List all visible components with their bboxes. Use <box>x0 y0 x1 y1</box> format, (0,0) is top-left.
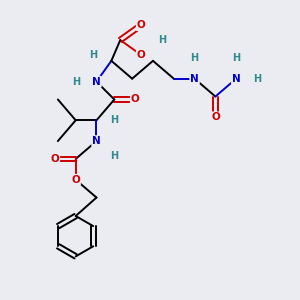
Text: O: O <box>137 50 146 60</box>
Text: N: N <box>232 74 241 84</box>
Text: H: H <box>190 53 199 63</box>
Text: O: O <box>50 154 59 164</box>
Text: O: O <box>137 20 146 30</box>
Text: O: O <box>131 94 140 104</box>
Text: O: O <box>71 175 80 185</box>
Text: N: N <box>92 136 101 146</box>
Text: H: H <box>158 35 166 45</box>
Text: H: H <box>253 74 261 84</box>
Text: H: H <box>110 115 118 125</box>
Text: H: H <box>72 76 80 87</box>
Text: O: O <box>211 112 220 122</box>
Text: H: H <box>110 151 118 161</box>
Text: N: N <box>190 74 199 84</box>
Text: H: H <box>89 50 98 60</box>
Text: N: N <box>92 76 101 87</box>
Text: H: H <box>232 53 240 63</box>
